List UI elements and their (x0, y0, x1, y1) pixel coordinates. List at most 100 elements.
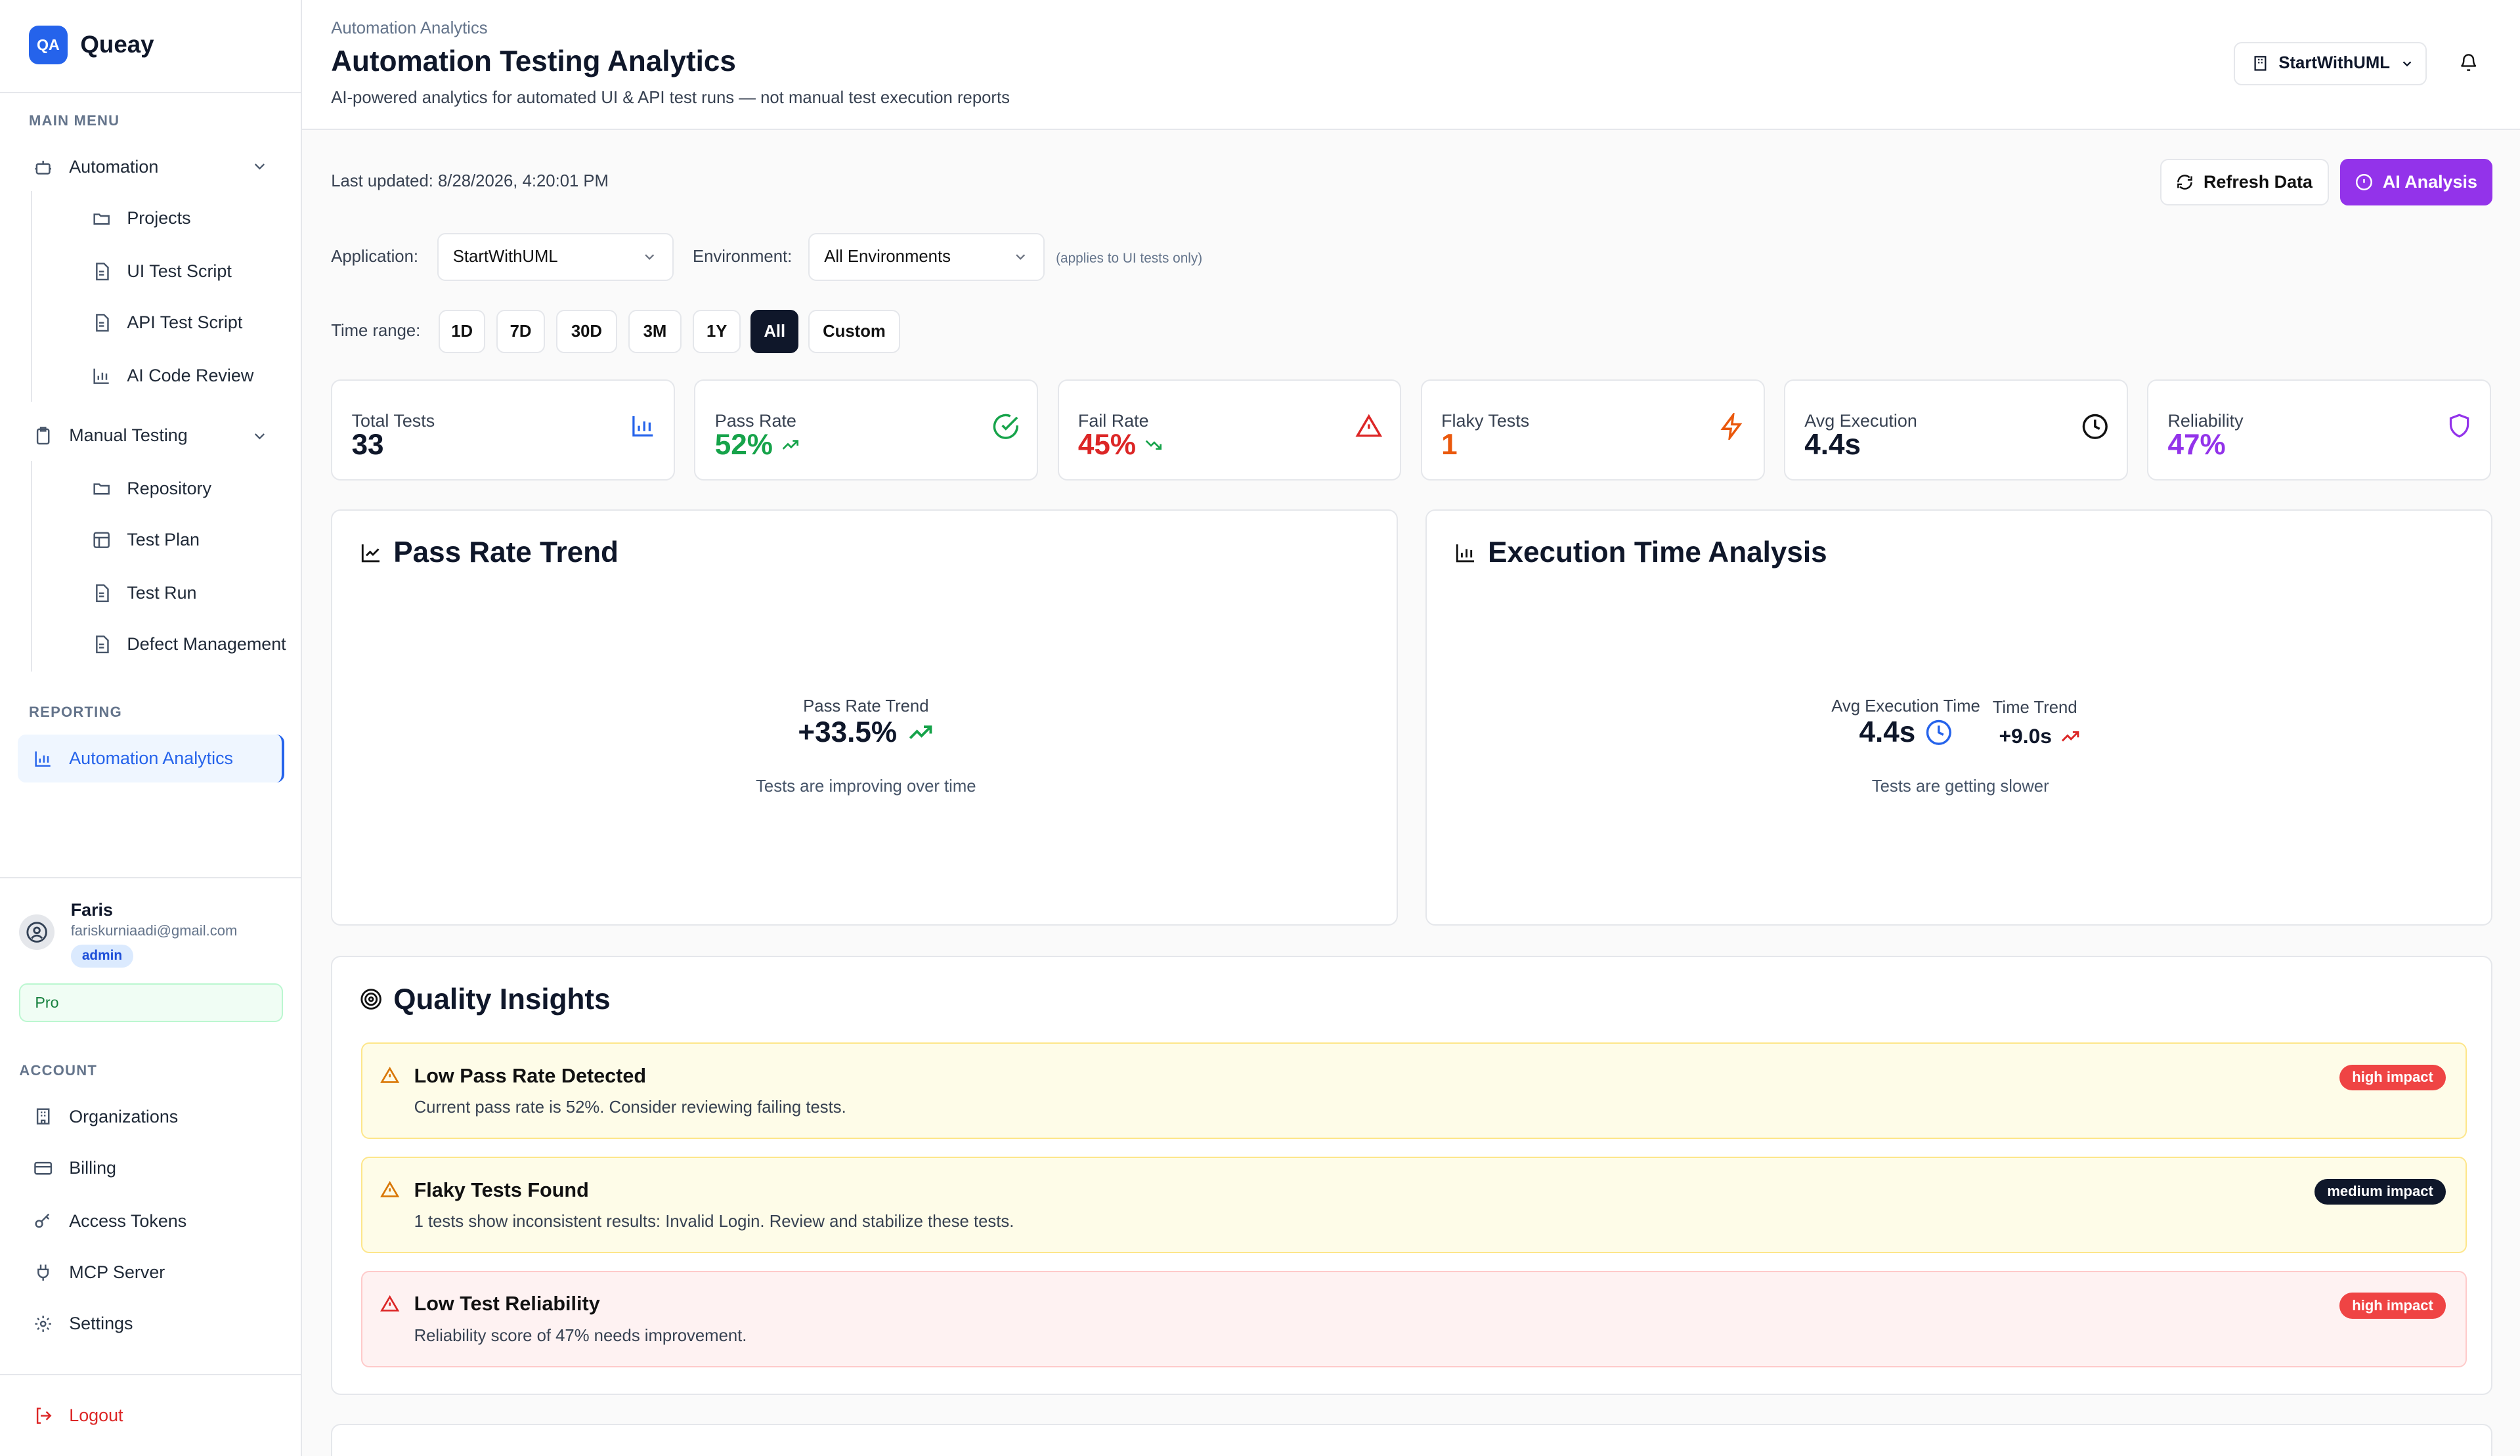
nav-ui-test-script-label: UI Test Script (127, 261, 232, 282)
nav-billing[interactable]: Billing (32, 1149, 116, 1188)
refresh-data-button[interactable]: Refresh Data (2160, 159, 2329, 206)
stat-value-text: 47% (2167, 429, 2226, 461)
sidebar: QA Queay MAIN MENU Automation Projects U… (0, 0, 303, 1456)
stat-label: Reliability (2167, 411, 2244, 431)
nav-defect-management-label: Defect Management (127, 634, 286, 654)
stat-label: Flaky Tests (1441, 411, 1530, 431)
environment-label: Environment: (692, 247, 793, 266)
nav-manual-testing[interactable]: Manual Testing (32, 416, 273, 455)
chevron-down-icon[interactable] (251, 158, 269, 175)
nav-projects[interactable]: Projects (90, 200, 191, 238)
card-title: Quality Insights (360, 983, 611, 1016)
insight-item[interactable]: Flaky Tests Found 1 tests show inconsist… (361, 1156, 2467, 1253)
nav-test-plan[interactable]: Test Plan (90, 521, 200, 559)
stat-value: 47% (2167, 429, 2225, 461)
application-select[interactable]: StartWithUML (437, 232, 674, 282)
quality-insights-card: Quality Insights Low Pass Rate Detected … (331, 956, 2493, 1395)
nav-mcp-server-label: MCP Server (69, 1262, 165, 1283)
impact-badge: high impact (2339, 1293, 2446, 1319)
time-trend-value-text: +9.0s (1999, 724, 2052, 748)
insight-title: Flaky Tests Found (414, 1178, 589, 1201)
avg-exec-value-text: 4.4s (1859, 716, 1916, 749)
time-range-30d[interactable]: 30D (555, 310, 617, 354)
folder-icon (90, 479, 112, 498)
app-logo: QA (29, 26, 68, 64)
bar-chart-icon (90, 366, 112, 385)
plan-badge[interactable]: Pro (19, 983, 283, 1022)
active-nav-highlight (17, 734, 285, 783)
nav-api-test-script[interactable]: API Test Script (90, 304, 242, 343)
stat-value: 33 (352, 429, 384, 461)
nav-access-tokens[interactable]: Access Tokens (32, 1202, 186, 1241)
bell-icon[interactable] (2459, 53, 2478, 72)
file-icon (90, 313, 112, 332)
card-title-text: Quality Insights (393, 983, 611, 1016)
nav-settings[interactable]: Settings (32, 1305, 133, 1344)
environment-value: All Environments (824, 247, 951, 267)
nav-ai-code-review-label: AI Code Review (127, 366, 254, 386)
nav-repository-label: Repository (127, 478, 211, 498)
ai-analysis-button[interactable]: AI Analysis (2339, 159, 2493, 206)
nav-automation-analytics[interactable]: Automation Analytics (32, 739, 233, 778)
org-switcher[interactable]: StartWithUML (2234, 41, 2427, 85)
bar-chart-icon (32, 749, 54, 768)
warning-icon (380, 1066, 400, 1085)
next-section-card (331, 1423, 2493, 1456)
nav-mcp-server[interactable]: MCP Server (32, 1253, 165, 1292)
card-title-text: Execution Time Analysis (1488, 536, 1827, 569)
nav-defect-management[interactable]: Defect Management (90, 625, 286, 664)
time-range-1y[interactable]: 1Y (692, 310, 741, 354)
stat-value: 4.4s (1804, 429, 1861, 461)
page-header (302, 0, 2520, 131)
stat-label: Avg Execution (1804, 411, 1917, 431)
nav-test-run[interactable]: Test Run (90, 574, 197, 612)
sidebar-divider (0, 1373, 303, 1375)
time-range-custom[interactable]: Custom (808, 310, 900, 354)
info-circle-icon (2355, 173, 2373, 191)
impact-badge: high impact (2339, 1064, 2446, 1091)
robot-icon (32, 158, 54, 177)
role-badge: admin (70, 945, 134, 968)
time-range-all[interactable]: All (750, 310, 799, 354)
clock-icon (1925, 719, 1953, 746)
nav-organizations[interactable]: Organizations (32, 1098, 178, 1136)
time-range-3m[interactable]: 3M (628, 310, 682, 354)
chevron-down-icon (2400, 56, 2414, 71)
app-name: Queay (80, 30, 154, 58)
nav-test-run-label: Test Run (127, 582, 197, 603)
logout-button[interactable]: Logout (32, 1396, 123, 1435)
avatar[interactable] (19, 914, 55, 950)
impact-badge: medium impact (2314, 1178, 2446, 1205)
insight-item[interactable]: Low Pass Rate Detected Current pass rate… (361, 1042, 2467, 1139)
plug-icon (32, 1263, 54, 1282)
time-range-1d[interactable]: 1D (439, 310, 486, 354)
user-circle-icon (26, 921, 48, 943)
stat-value-text: 33 (351, 429, 384, 461)
stat-card-total-tests: Total Tests 33 (331, 379, 675, 481)
insight-item[interactable]: Low Test Reliability Reliability score o… (361, 1270, 2467, 1367)
breadcrumb[interactable]: Automation Analytics (331, 19, 488, 38)
file-icon (90, 584, 112, 603)
nav-ai-code-review[interactable]: AI Code Review (90, 356, 253, 395)
nav-repository[interactable]: Repository (90, 469, 211, 508)
application-value: StartWithUML (452, 247, 558, 267)
nav-ui-test-script[interactable]: UI Test Script (90, 252, 232, 291)
check-circle-icon (992, 413, 1020, 440)
time-range-7d[interactable]: 7D (496, 310, 545, 354)
building-icon (32, 1107, 54, 1126)
clipboard-icon (32, 426, 54, 445)
refresh-data-label: Refresh Data (2203, 172, 2313, 192)
nav-settings-label: Settings (69, 1314, 133, 1334)
warning-icon (1355, 413, 1383, 440)
insight-description: 1 tests show inconsistent results: Inval… (414, 1212, 1014, 1231)
reporting-label: REPORTING (29, 704, 122, 721)
nav-automation-label: Automation (69, 157, 159, 177)
avg-exec-value: 4.4s (1825, 716, 1986, 749)
card-title: Pass Rate Trend (360, 536, 619, 569)
stat-label: Fail Rate (1077, 411, 1149, 431)
environment-select[interactable]: All Environments (808, 232, 1045, 282)
chevron-down-icon (1012, 249, 1028, 265)
chevron-down-icon[interactable] (251, 427, 269, 445)
nav-automation[interactable]: Automation (32, 148, 273, 186)
last-updated: Last updated: 8/28/2026, 4:20:01 PM (331, 171, 609, 190)
